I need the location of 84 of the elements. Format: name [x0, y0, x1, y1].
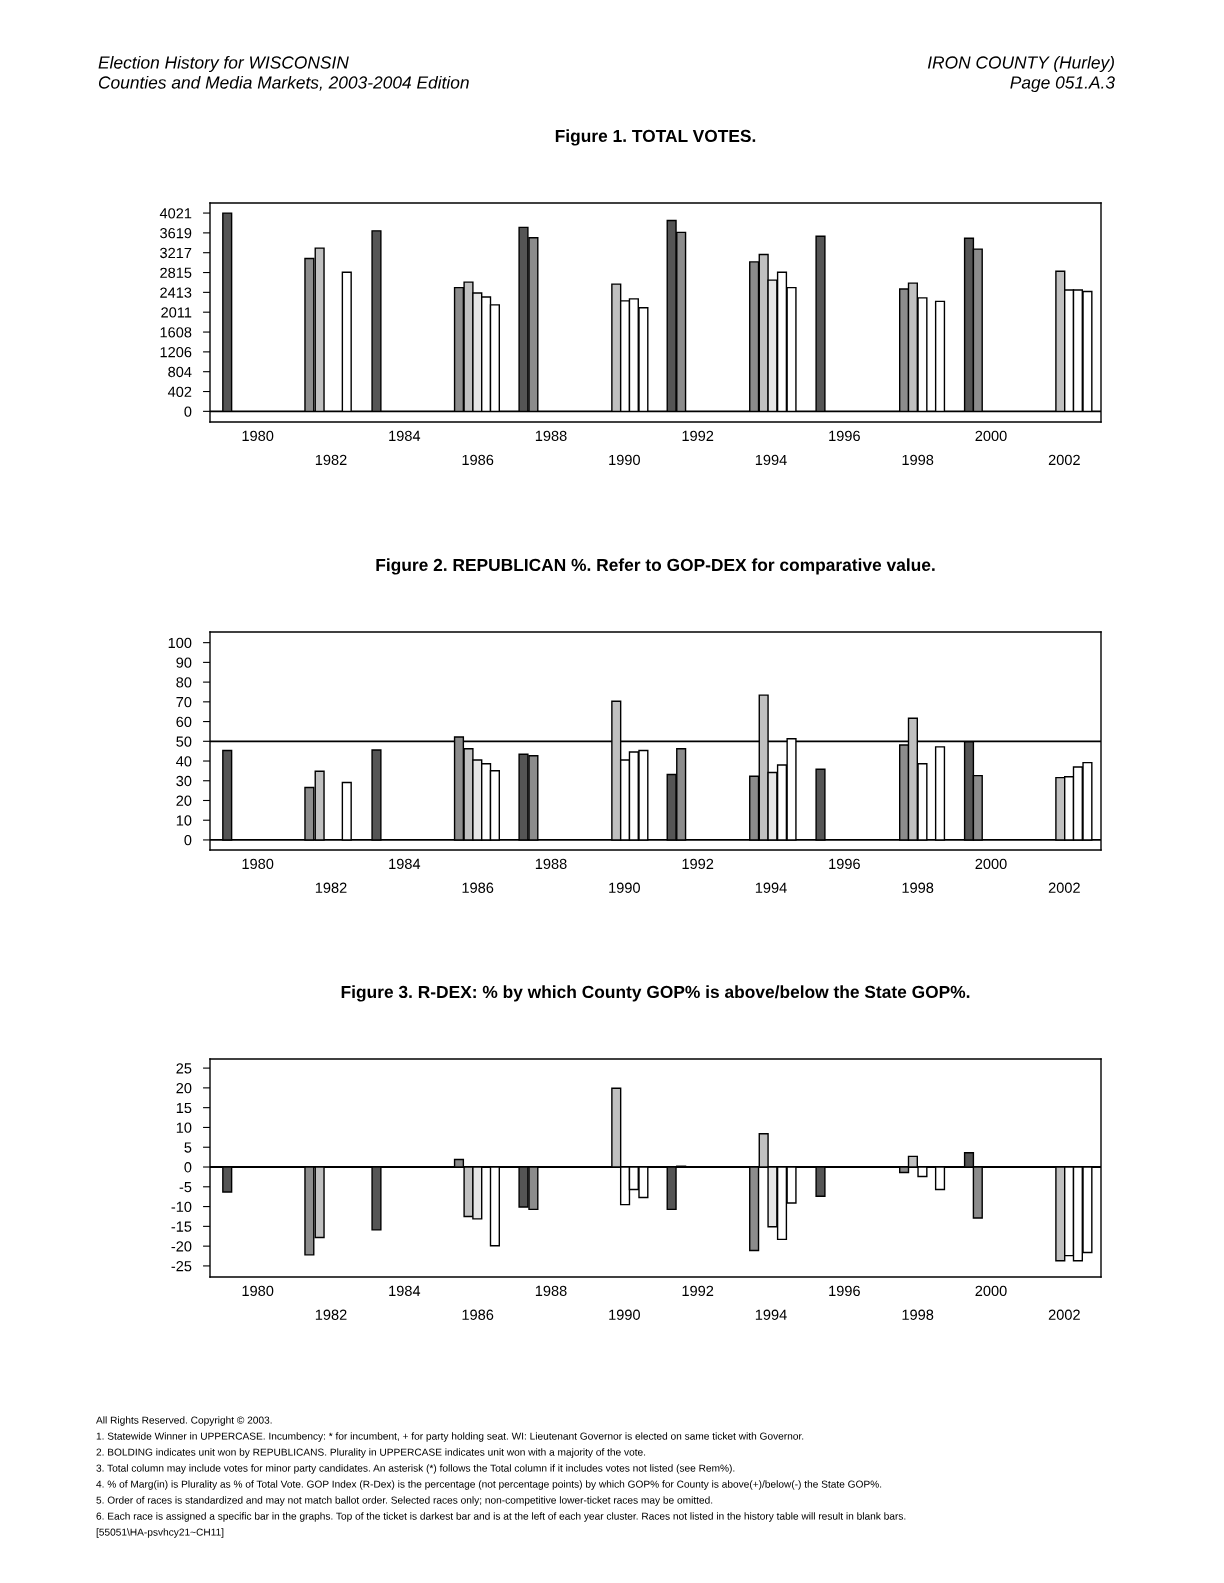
y-tick-label: 30 [176, 775, 192, 787]
x2-tick-label: 1982 [315, 882, 347, 893]
x2-tick-label: 1986 [462, 882, 494, 893]
text: All Rights Reserved. Copyright © 2003. [96, 1416, 272, 1426]
text: 6. Each race is assigned a specific bar in the graphs. Top of the ticket is darkest bar and is at the left of each year cluster. Races not listed in the history table will result in blank bars. [96, 1512, 906, 1522]
y-tick-label: 70 [176, 696, 192, 708]
y-tick-label: 50 [176, 736, 192, 747]
x-tick-label: 1992 [682, 858, 714, 870]
x-tick-label: 1996 [829, 1285, 860, 1297]
x2-tick-label: 1990 [609, 454, 640, 466]
text: 2. BOLDING indicates unit won by REPUBLICANS. Plurality in UPPERCASE indicates unit won with a majority of the vote. [96, 1448, 646, 1458]
x-tick-label: 1988 [535, 858, 567, 870]
x-tick-label: 1996 [829, 858, 860, 870]
x2-tick-label: 1998 [902, 454, 934, 466]
y-tick-label: 10 [176, 1122, 192, 1133]
y-tick-label: 1206 [160, 346, 192, 358]
y-tick-label: -20 [171, 1241, 192, 1252]
y-tick-label: 3217 [160, 247, 192, 259]
text: [55051\HA-psvhcy21~CH11] [96, 1528, 224, 1538]
x-tick-label: 1988 [535, 430, 567, 442]
x2-tick-label: 1994 [755, 454, 787, 466]
text: 3. Total column may include votes for minor party candidates. An asterisk (*) follows the Total column if it includes votes not listed (see Rem%). [96, 1464, 735, 1474]
x-tick-label: 1980 [242, 430, 274, 442]
x-tick-label: 1980 [242, 1285, 274, 1297]
x2-tick-label: 2002 [1048, 1309, 1080, 1320]
x-tick-label: 1988 [535, 1285, 567, 1297]
x2-tick-label: 1990 [609, 882, 640, 893]
chart-title: Figure 1. TOTAL VOTES. [555, 129, 756, 146]
text: Election History for WISCONSIN [98, 55, 349, 73]
y-tick-label: -25 [171, 1261, 192, 1272]
y-tick-label: 0 [184, 1162, 192, 1173]
x2-tick-label: 2002 [1048, 882, 1080, 893]
text: 1. Statewide Winner in UPPERCASE. Incumbency: * for incumbent, + for party holding seat. WI: Lieutenant Governor is elected on same ticket with Governor. [96, 1432, 804, 1442]
y-tick-label: -15 [171, 1221, 192, 1232]
y-tick-label: 20 [176, 795, 192, 806]
text: Counties and Media Markets, 2003-2004 Edition [98, 75, 469, 91]
x-tick-label: 1992 [682, 430, 714, 442]
x2-tick-label: 1982 [315, 1309, 347, 1320]
y-tick-label: 0 [184, 406, 192, 417]
x-tick-label: 1984 [389, 858, 421, 870]
x2-tick-label: 1986 [462, 454, 494, 466]
y-tick-label: 10 [176, 815, 192, 826]
x-tick-label: 1984 [389, 430, 421, 442]
y-tick-label: 40 [176, 756, 192, 767]
x2-tick-label: 1994 [755, 882, 787, 893]
x2-tick-label: 1986 [462, 1309, 494, 1320]
y-tick-label: 3619 [160, 227, 192, 239]
x-tick-label: 1984 [389, 1285, 421, 1297]
y-tick-label: 0 [184, 835, 192, 846]
y-tick-label: -5 [179, 1182, 192, 1193]
x2-tick-label: 1994 [755, 1309, 787, 1320]
y-tick-label: 25 [176, 1063, 192, 1074]
y-tick-label: 2815 [160, 267, 192, 278]
x-tick-label: 1980 [242, 858, 274, 870]
x-tick-label: 1992 [682, 1285, 714, 1297]
y-tick-label: 15 [176, 1102, 192, 1114]
x2-tick-label: 1998 [902, 1309, 934, 1320]
x-tick-label: 2000 [975, 430, 1007, 442]
text: IRON COUNTY (Hurley) [927, 55, 1114, 73]
y-tick-label: 804 [168, 366, 192, 378]
y-tick-label: 5 [184, 1142, 192, 1153]
y-tick-label: 60 [176, 716, 192, 727]
text: 4. % of Marg(in) is Plurality as % of Total Vote. GOP Index (R-Dex) is the percentage (not percentage points) by which GOP% for County is above(+)/below(-) the State GOP%. [96, 1480, 882, 1490]
y-tick-label: -10 [171, 1201, 192, 1212]
x2-tick-label: 1982 [315, 454, 347, 466]
x2-tick-label: 2002 [1048, 454, 1080, 466]
y-tick-label: 90 [176, 657, 192, 668]
x2-tick-label: 1990 [609, 1309, 640, 1320]
y-tick-label: 1608 [160, 327, 192, 338]
chart-title: Figure 3. R-DEX: % by which County GOP% is above/below the State GOP%. [341, 985, 970, 1002]
y-tick-label: 80 [176, 677, 192, 688]
x-tick-label: 2000 [975, 1285, 1007, 1297]
y-tick-label: 402 [167, 386, 192, 397]
y-tick-label: 4021 [159, 208, 192, 219]
y-tick-label: 2011 [161, 307, 192, 318]
x-tick-label: 1996 [829, 430, 860, 442]
y-tick-label: 20 [176, 1082, 192, 1094]
y-tick-label: 2413 [160, 287, 192, 298]
x2-tick-label: 1998 [902, 882, 934, 893]
x-tick-label: 2000 [975, 858, 1007, 870]
y-tick-label: 100 [168, 637, 192, 649]
text: 5. Order of races is standardized and may not match ballot order. Selected races only; non-competitive lower-ticket races may be omitted. [96, 1496, 713, 1506]
text: Page 051.A.3 [1010, 76, 1115, 93]
chart-title: Figure 2. REPUBLICAN %. Refer to GOP-DEX for comparative value. [376, 558, 935, 575]
